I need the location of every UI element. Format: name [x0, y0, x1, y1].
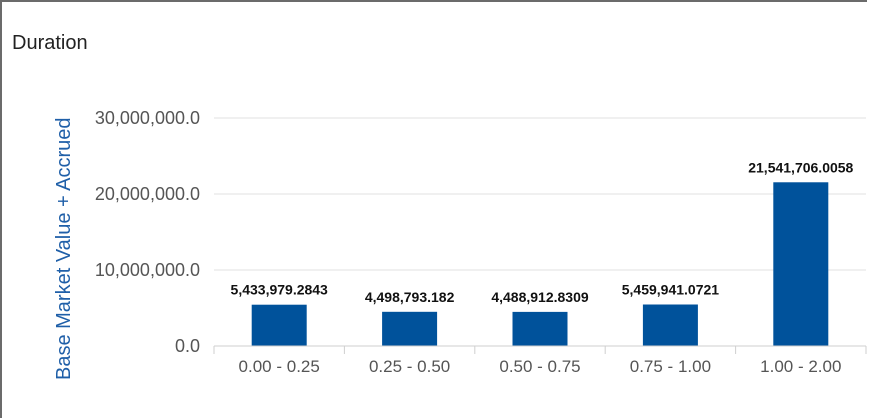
data-label: 5,459,941.0721: [622, 282, 720, 298]
data-label: 5,433,979.2843: [231, 282, 329, 298]
y-tick-label: 30,000,000.0: [95, 108, 200, 128]
y-axis-ticks: 0.0 10,000,000.0 20,000,000.0 30,000,000.0: [95, 108, 200, 356]
y-tick-label: 0.0: [175, 336, 200, 356]
bar: [382, 311, 438, 346]
x-tick-label: 0.25 - 0.50: [369, 357, 450, 376]
x-tick-label: 1.00 - 2.00: [760, 357, 841, 376]
data-label: 21,541,706.0058: [748, 159, 853, 175]
bar: [251, 304, 307, 346]
x-tick-label: 0.00 - 0.25: [239, 357, 320, 376]
x-tick-label: 0.75 - 1.00: [630, 357, 711, 376]
bars: [251, 182, 829, 346]
y-axis-label: Base Market Value + Accrued: [53, 117, 75, 380]
data-labels: 5,433,979.2843 4,498,793.182 4,488,912.830…: [231, 159, 854, 305]
y-tick-label: 10,000,000.0: [95, 260, 200, 280]
y-tick-label: 20,000,000.0: [95, 184, 200, 204]
bar: [512, 311, 568, 346]
data-label: 4,488,912.8309: [491, 289, 589, 305]
x-tick-label: 0.50 - 0.75: [499, 357, 580, 376]
bar: [773, 182, 829, 346]
bar: [642, 304, 698, 346]
gridlines: [214, 117, 866, 271]
data-label: 4,498,793.182: [365, 289, 455, 305]
x-axis: 0.00 - 0.25 0.25 - 0.50 0.50 - 0.75 0.75 - …: [213, 345, 867, 376]
chart-title: Duration: [12, 32, 88, 54]
